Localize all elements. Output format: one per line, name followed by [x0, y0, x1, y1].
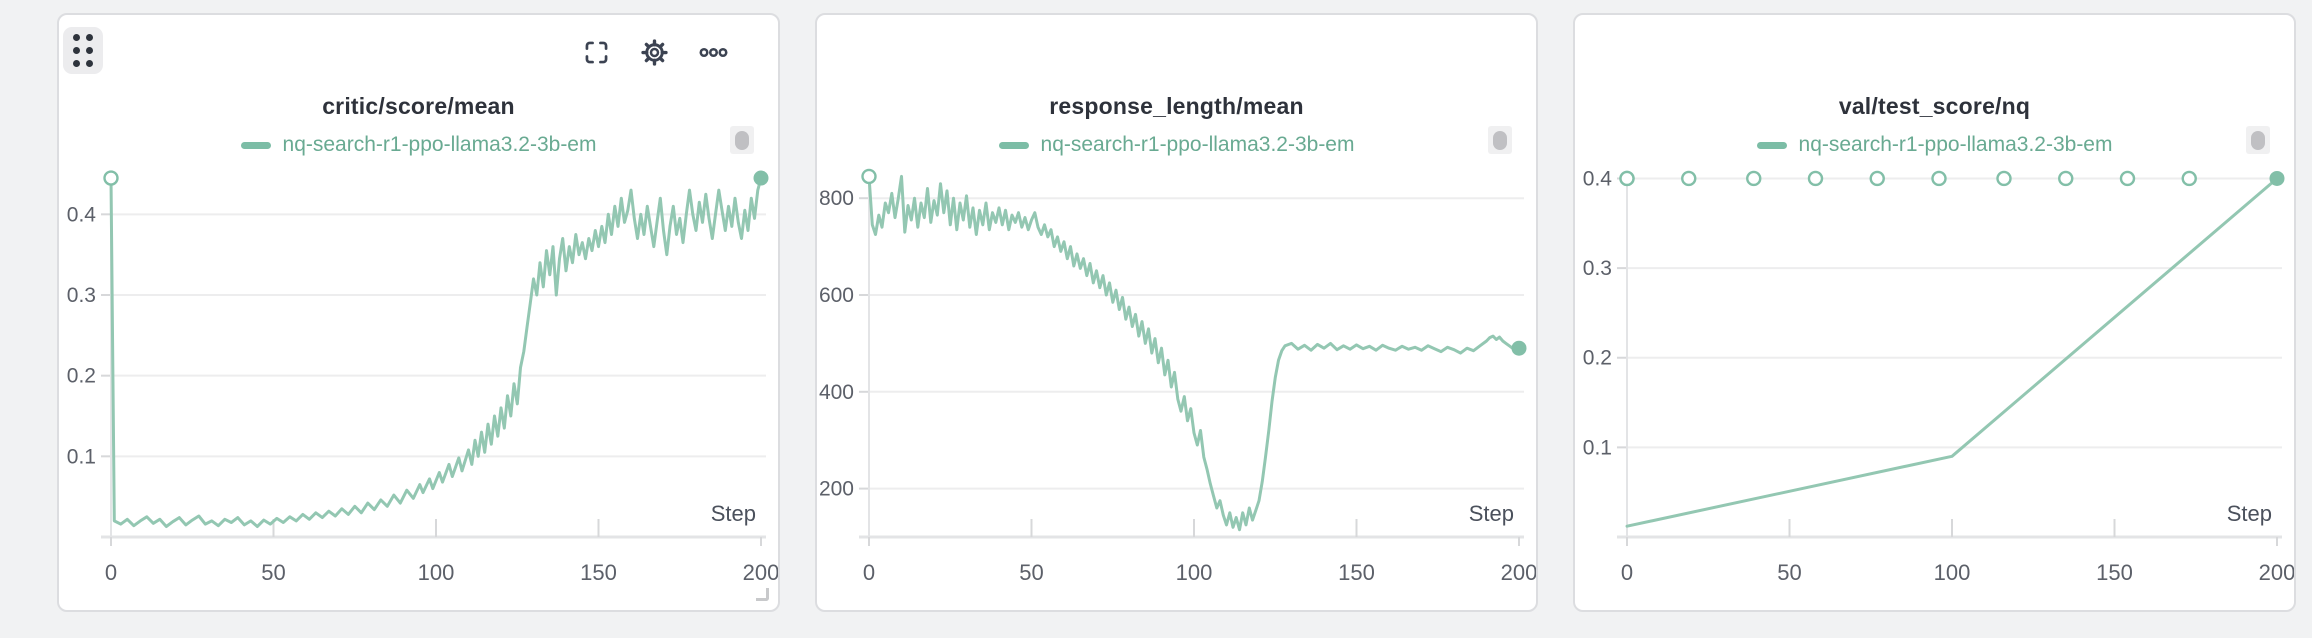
dot: [73, 47, 80, 54]
chart-canvas[interactable]: 200 400 600 800 0 50 100 150 200 Step: [817, 160, 1537, 610]
svg-text:600: 600: [819, 284, 854, 307]
svg-text:Step: Step: [2227, 501, 2272, 526]
svg-text:50: 50: [1019, 560, 1043, 585]
chart-canvas[interactable]: 0.1 0.2 0.3 0.4 0 50 100 150 200 Step: [1575, 160, 2296, 610]
svg-text:0.3: 0.3: [67, 284, 96, 307]
legend-run-name: nq-search-r1-ppo-llama3.2-3b-em: [282, 133, 597, 156]
chart-panel-val-test-score-nq: val/test_score/nq nq-search-r1-ppo-llama…: [1573, 13, 2296, 612]
drag-handle-icon[interactable]: [63, 27, 103, 74]
more-menu-button[interactable]: [699, 39, 728, 66]
dot: [86, 34, 93, 41]
plot-area[interactable]: 200 400 600 800 0 50 100 150 200 Step: [817, 160, 1537, 610]
scroll-thumb: [2251, 130, 2265, 150]
dot: [86, 60, 93, 67]
legend-item[interactable]: nq-search-r1-ppo-llama3.2-3b-em: [59, 133, 778, 157]
plot-area[interactable]: 0.1 0.2 0.3 0.4 0 50 100 150 200 Step: [59, 160, 779, 610]
chart-canvas[interactable]: 0.1 0.2 0.3 0.4 0 50 100 150 200 Step: [59, 160, 779, 610]
svg-text:0.4: 0.4: [67, 203, 97, 226]
svg-text:0: 0: [863, 560, 875, 585]
resize-handle-icon[interactable]: [756, 588, 769, 601]
fullscreen-button[interactable]: [583, 39, 610, 66]
svg-text:0.3: 0.3: [1583, 257, 1612, 280]
chart-panel-critic-score-mean: critic/score/mean nq-search-r1-ppo-llama…: [57, 13, 780, 612]
svg-text:50: 50: [261, 560, 285, 585]
svg-text:150: 150: [580, 560, 617, 585]
svg-text:100: 100: [418, 560, 455, 585]
dot: [73, 60, 80, 67]
dot: [73, 34, 80, 41]
legend-scrollbar[interactable]: [2246, 126, 2270, 154]
scroll-thumb: [1493, 130, 1507, 150]
scroll-thumb: [735, 130, 749, 150]
svg-text:150: 150: [2096, 560, 2133, 585]
svg-text:200: 200: [743, 560, 778, 585]
svg-text:200: 200: [819, 478, 854, 501]
svg-text:100: 100: [1934, 560, 1971, 585]
ellipsis-icon: [699, 47, 728, 58]
svg-text:50: 50: [1777, 560, 1801, 585]
plot-area[interactable]: 0.1 0.2 0.3 0.4 0 50 100 150 200 Step: [1575, 160, 2296, 610]
legend-swatch: [240, 141, 271, 149]
chart-title: response_length/mean: [1049, 93, 1304, 119]
svg-text:200: 200: [2259, 560, 2294, 585]
corner-brackets-icon: [585, 41, 608, 64]
legend-scrollbar[interactable]: [730, 126, 754, 154]
settings-button[interactable]: [641, 39, 668, 66]
chart-title: val/test_score/nq: [1838, 93, 2031, 119]
svg-text:0.2: 0.2: [1583, 347, 1612, 370]
svg-text:Step: Step: [711, 501, 756, 526]
legend-item[interactable]: nq-search-r1-ppo-llama3.2-3b-em: [817, 133, 1536, 157]
svg-text:0.4: 0.4: [1583, 167, 1613, 190]
legend-run-name: nq-search-r1-ppo-llama3.2-3b-em: [1040, 133, 1355, 156]
svg-text:Step: Step: [1469, 501, 1514, 526]
svg-text:0: 0: [105, 560, 117, 585]
svg-text:800: 800: [819, 187, 854, 210]
svg-text:200: 200: [1501, 560, 1536, 585]
gear-icon: [641, 39, 668, 66]
chart-panel-response-length-mean: response_length/mean nq-search-r1-ppo-ll…: [815, 13, 1538, 612]
dot: [86, 47, 93, 54]
svg-text:0.1: 0.1: [67, 445, 96, 468]
svg-text:0.2: 0.2: [67, 365, 96, 388]
legend-swatch: [1756, 141, 1787, 149]
panel-toolbar: [583, 39, 728, 66]
legend-scrollbar[interactable]: [1488, 126, 1512, 154]
chart-title: critic/score/mean: [322, 93, 515, 119]
legend-swatch: [998, 141, 1029, 149]
svg-text:150: 150: [1338, 560, 1375, 585]
svg-text:100: 100: [1176, 560, 1213, 585]
svg-text:0: 0: [1621, 560, 1633, 585]
svg-text:0.1: 0.1: [1583, 436, 1612, 459]
legend-run-name: nq-search-r1-ppo-llama3.2-3b-em: [1798, 133, 2113, 156]
legend-item[interactable]: nq-search-r1-ppo-llama3.2-3b-em: [1575, 133, 2294, 157]
svg-text:400: 400: [819, 381, 854, 404]
